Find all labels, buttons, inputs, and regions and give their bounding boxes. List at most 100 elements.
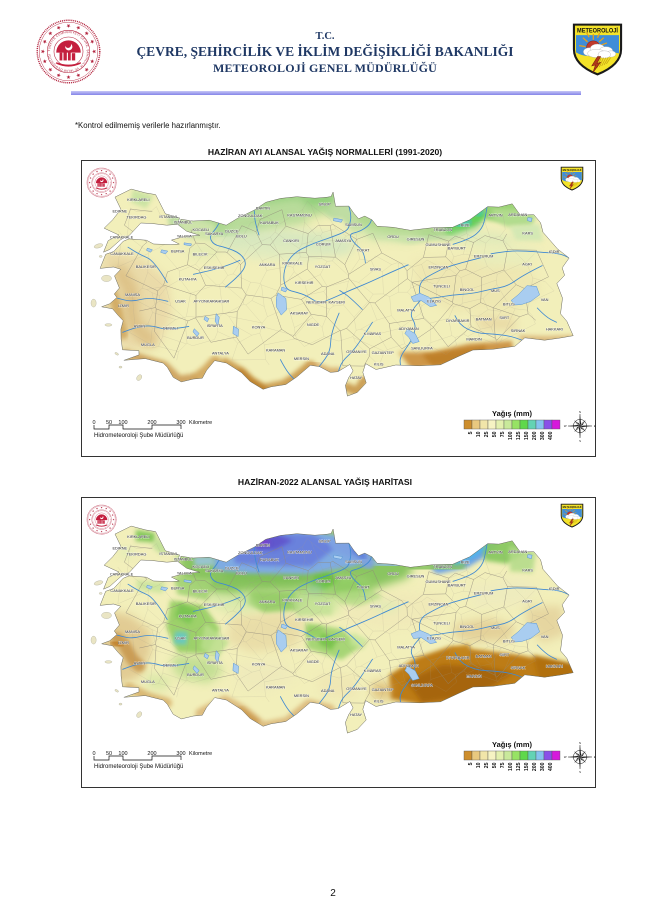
svg-text:ZONGULDAK: ZONGULDAK (238, 550, 263, 555)
svg-text:E: E (594, 755, 595, 759)
svg-text:SAMSUN: SAMSUN (345, 559, 362, 564)
svg-text:0: 0 (92, 420, 95, 426)
svg-text:BURSA: BURSA (171, 248, 185, 253)
svg-text:ESKISEHIR: ESKISEHIR (204, 602, 225, 607)
svg-text:IZMIR: IZMIR (118, 303, 129, 308)
svg-text:NIGDE: NIGDE (307, 659, 320, 664)
svg-text:KIRIKKALE: KIRIKKALE (282, 261, 303, 266)
svg-text:ISTANBUL: ISTANBUL (159, 551, 179, 556)
svg-text:AMASYA: AMASYA (335, 575, 351, 580)
svg-text:ISTANBUL: ISTANBUL (159, 214, 179, 219)
svg-text:BITLIS: BITLIS (503, 639, 515, 644)
svg-text:KARABUK: KARABUK (260, 220, 279, 225)
svg-text:SAKARYA: SAKARYA (205, 231, 223, 236)
svg-text:EDIRNE: EDIRNE (112, 208, 127, 213)
svg-text:YALOVA: YALOVA (177, 233, 192, 238)
svg-text:50: 50 (106, 420, 112, 426)
svg-text:VAN: VAN (541, 297, 549, 302)
svg-text:ISTANBUL: ISTANBUL (174, 220, 194, 225)
svg-text:CANAKKALE: CANAKKALE (110, 251, 134, 256)
svg-text:HAKKARI: HAKKARI (546, 664, 563, 669)
svg-text:150: 150 (524, 431, 530, 440)
svg-text:KARABUK: KARABUK (260, 557, 279, 562)
svg-text:CANAKKALE: CANAKKALE (110, 572, 134, 577)
svg-text:ADANA: ADANA (321, 688, 335, 693)
svg-text:BURSA: BURSA (171, 585, 185, 590)
svg-text:ANTALYA: ANTALYA (212, 688, 229, 693)
svg-text:BURDUR: BURDUR (187, 672, 204, 677)
svg-text:SANLIURFA: SANLIURFA (411, 683, 433, 688)
svg-text:AFYONKARAHISAR: AFYONKARAHISAR (193, 299, 229, 304)
svg-text:MARDIN: MARDIN (466, 336, 482, 341)
svg-text:HAKKARI: HAKKARI (546, 327, 563, 332)
svg-text:BATMAN: BATMAN (476, 653, 492, 658)
svg-text:CANAKKALE: CANAKKALE (110, 588, 134, 593)
svg-text:100: 100 (118, 420, 127, 426)
svg-text:KIRSEHIR: KIRSEHIR (295, 280, 314, 285)
svg-text:TOKAT: TOKAT (357, 585, 370, 590)
svg-text:Kilometre: Kilometre (189, 420, 212, 426)
svg-text:KARAMAN: KARAMAN (266, 348, 285, 353)
svg-text:YOZGAT: YOZGAT (315, 264, 331, 269)
svg-text:75: 75 (500, 431, 506, 437)
svg-text:YOZGAT: YOZGAT (315, 601, 331, 606)
svg-text:100: 100 (508, 431, 514, 440)
svg-text:Hidrometeoroloji Şube Müdürlüğ: Hidrometeoroloji Şube Müdürlüğü (94, 764, 183, 770)
svg-text:200: 200 (147, 420, 156, 426)
svg-text:GAZIANTEP: GAZIANTEP (372, 350, 394, 355)
svg-text:GIRESUN: GIRESUN (407, 573, 425, 578)
svg-text:300: 300 (176, 420, 185, 426)
svg-text:KIRIKKALE: KIRIKKALE (282, 598, 303, 603)
svg-text:200: 200 (147, 751, 156, 757)
svg-text:K.MARAS: K.MARAS (364, 668, 382, 673)
svg-text:MUS: MUS (491, 625, 500, 630)
svg-text:ARDAHAN: ARDAHAN (508, 212, 527, 217)
svg-text:DUZCE: DUZCE (225, 566, 239, 571)
svg-text:Kilometre: Kilometre (189, 751, 212, 757)
svg-text:ADIYAMAN: ADIYAMAN (399, 326, 419, 331)
svg-text:HATAY: HATAY (350, 712, 363, 717)
svg-text:SIIRT: SIIRT (499, 315, 509, 320)
svg-text:ELAZIG: ELAZIG (427, 298, 441, 303)
svg-text:AGRI: AGRI (522, 261, 532, 266)
svg-text:DIYARBAKIR: DIYARBAKIR (446, 655, 469, 660)
svg-text:Yağış (mm): Yağış (mm) (492, 740, 533, 749)
svg-text:150: 150 (524, 762, 530, 771)
svg-text:MUS: MUS (491, 288, 500, 293)
svg-text:KOCAELI: KOCAELI (192, 227, 209, 232)
svg-text:5: 5 (468, 762, 474, 765)
svg-text:KILIS: KILIS (374, 699, 384, 704)
svg-text:METEOROLOJİ: METEOROLOJİ (563, 168, 582, 172)
svg-text:KASTAMONU: KASTAMONU (287, 549, 312, 554)
svg-text:ORDU: ORDU (387, 234, 399, 239)
svg-text:MUGLA: MUGLA (141, 679, 155, 684)
svg-text:BILECIK: BILECIK (193, 588, 208, 593)
svg-text:NEVSEHIR: NEVSEHIR (306, 300, 326, 305)
svg-text:DIYARBAKIR: DIYARBAKIR (446, 318, 469, 323)
svg-text:AKSARAY: AKSARAY (290, 648, 308, 653)
svg-text:CORUM: CORUM (316, 579, 331, 584)
svg-text:SAKARYA: SAKARYA (205, 568, 223, 573)
svg-text:ANKARA: ANKARA (259, 599, 275, 604)
svg-text:ADIYAMAN: ADIYAMAN (399, 663, 419, 668)
svg-text:RIZE: RIZE (461, 560, 470, 565)
svg-text:ERZURUM: ERZURUM (474, 254, 493, 259)
svg-text:400: 400 (548, 431, 554, 440)
svg-text:AGRI: AGRI (522, 598, 532, 603)
svg-text:BOLU: BOLU (236, 571, 247, 576)
svg-text:EDIRNE: EDIRNE (112, 545, 127, 550)
svg-text:ORDU: ORDU (387, 571, 399, 576)
svg-text:N: N (579, 741, 581, 745)
svg-text:TUNCELI: TUNCELI (433, 284, 450, 289)
svg-text:KARS: KARS (522, 231, 533, 236)
svg-text:HATAY: HATAY (350, 375, 363, 380)
svg-text:SAMSUN: SAMSUN (345, 222, 362, 227)
svg-text:CANAKKALE: CANAKKALE (110, 235, 134, 240)
svg-text:RIZE: RIZE (461, 223, 470, 228)
svg-text:W: W (564, 755, 567, 759)
svg-text:BINGOL: BINGOL (460, 287, 476, 292)
svg-text:AYDIN: AYDIN (134, 660, 146, 665)
svg-text:ARTVIN: ARTVIN (488, 549, 502, 554)
svg-text:SINOP: SINOP (318, 538, 331, 543)
svg-text:DENIZLI: DENIZLI (163, 326, 178, 331)
